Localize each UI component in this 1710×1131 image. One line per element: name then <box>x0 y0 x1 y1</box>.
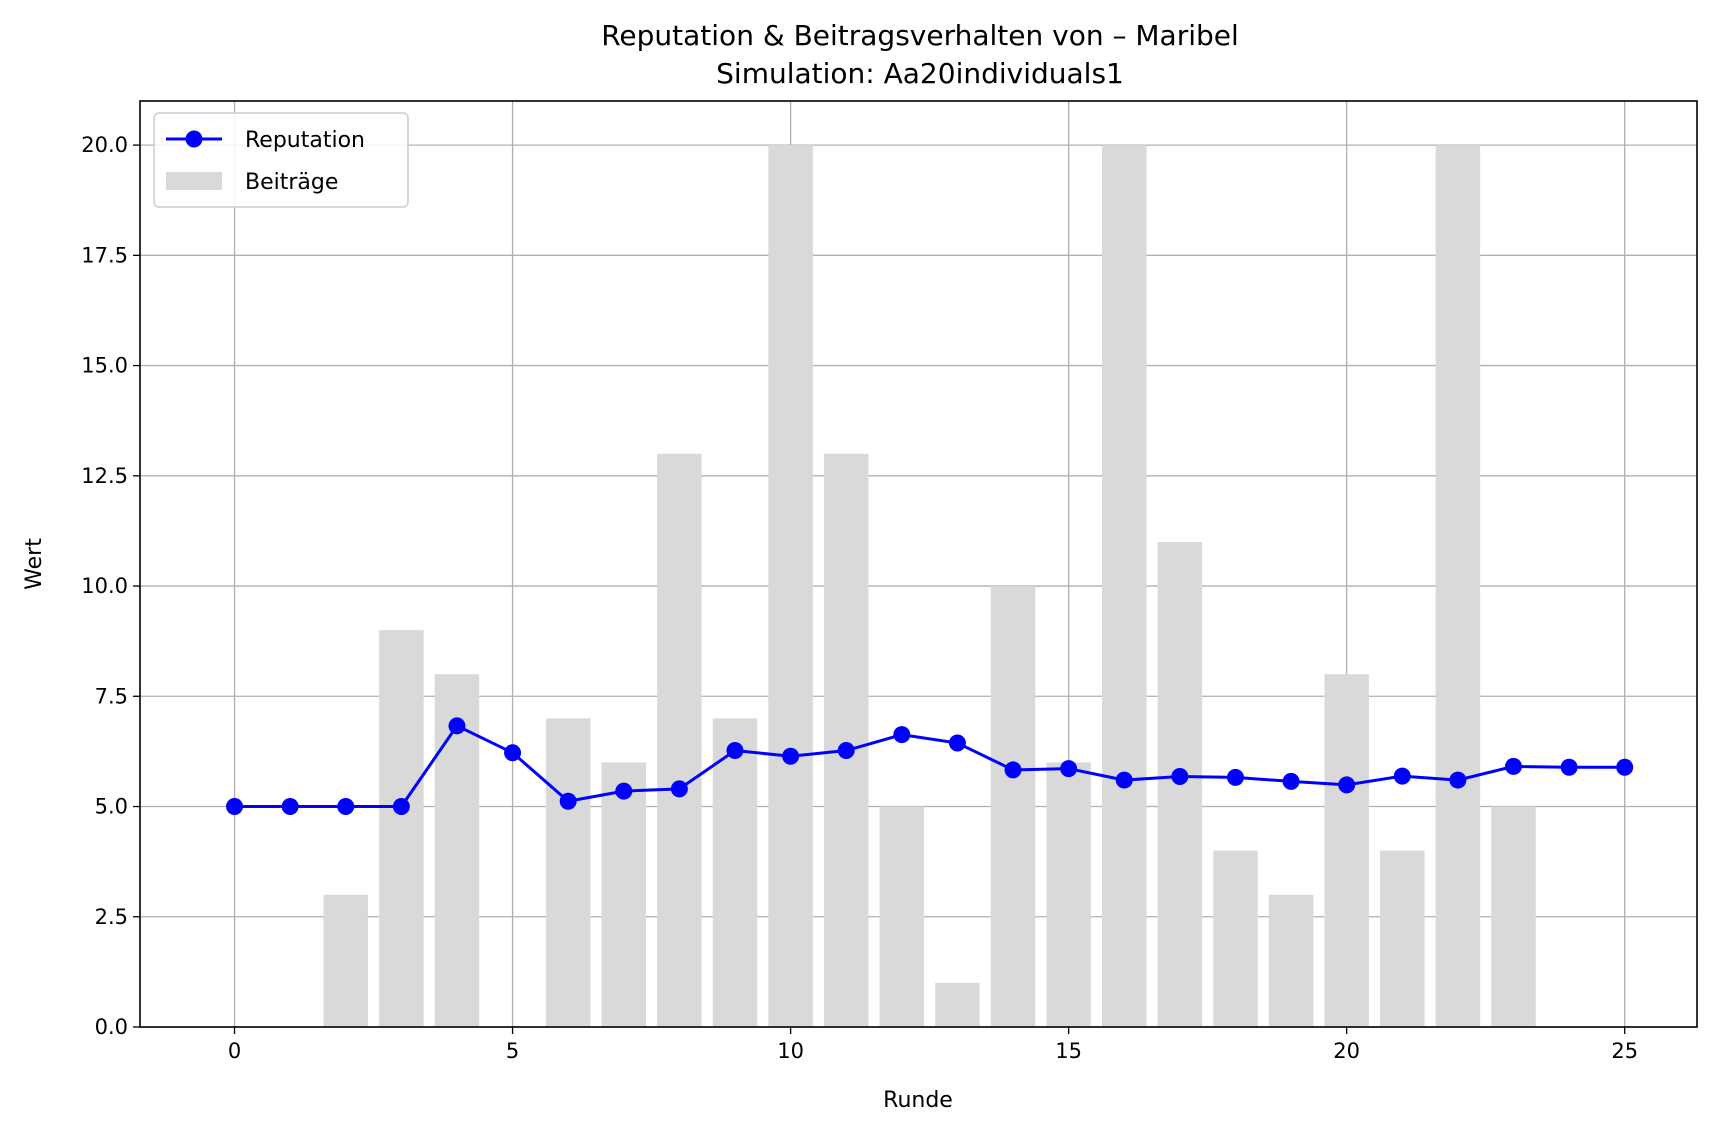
reputation-point <box>1115 771 1133 789</box>
reputation-point <box>1171 768 1189 786</box>
line-series-reputation <box>226 717 1634 816</box>
y-tick-label: 0.0 <box>95 1015 128 1039</box>
bar <box>1213 850 1258 1027</box>
x-axis-label: Runde <box>883 1088 953 1113</box>
chart-subtitle: Simulation: Aa20individuals1 <box>716 57 1124 90</box>
y-tick-label: 17.5 <box>81 243 128 267</box>
reputation-point <box>1393 767 1411 785</box>
reputation-point <box>504 744 522 762</box>
reputation-point <box>615 782 633 800</box>
bar <box>379 630 424 1027</box>
plot-frame <box>139 100 1698 1028</box>
y-tick-label: 15.0 <box>81 354 128 378</box>
y-axis-ticks: 0.0 2.5 5.0 7.5 10.0 12.5 15.0 17.5 20.0 <box>81 133 140 1039</box>
reputation-point <box>948 734 966 752</box>
reputation-point <box>1449 771 1467 789</box>
bar <box>1491 806 1536 1027</box>
reputation-point <box>226 798 244 816</box>
bar <box>823 453 869 1027</box>
bar <box>768 145 813 1028</box>
y-tick-label: 5.0 <box>95 795 128 819</box>
reputation-point <box>1338 776 1356 794</box>
y-tick-label: 12.5 <box>81 464 128 488</box>
bar <box>712 718 758 1027</box>
legend-label-beitraege: Beiträge <box>245 170 338 195</box>
y-tick-label: 2.5 <box>95 905 128 929</box>
reputation-point <box>1060 760 1078 778</box>
bar <box>879 806 925 1027</box>
reputation-point <box>337 798 355 816</box>
bar <box>990 586 1036 1027</box>
legend-label-reputation: Reputation <box>245 128 365 153</box>
legend-marker-swatch <box>185 130 203 148</box>
reputation-point <box>670 780 688 798</box>
x-tick-label: 20 <box>1333 1039 1360 1063</box>
reputation-point <box>1504 757 1522 775</box>
reputation-point <box>1226 768 1244 786</box>
reputation-point <box>1282 772 1300 790</box>
reputation-point <box>782 747 800 765</box>
bar <box>545 718 591 1027</box>
reputation-point <box>559 792 577 810</box>
y-axis-label: Wert <box>22 538 47 590</box>
legend-bar-swatch <box>166 172 222 190</box>
reputation-point <box>1560 758 1578 776</box>
bar <box>1380 850 1425 1027</box>
y-tick-label: 7.5 <box>95 684 128 708</box>
y-tick-label: 20.0 <box>81 133 128 157</box>
x-axis-ticks: 0 5 10 15 20 25 <box>228 1027 1638 1063</box>
reputation-point <box>392 798 410 816</box>
reputation-line <box>234 723 1625 809</box>
legend: Reputation Beiträge <box>153 112 409 208</box>
x-tick-label: 15 <box>1055 1039 1082 1063</box>
bar <box>1435 145 1481 1028</box>
chart-title: Reputation & Beitragsverhalten von – Mar… <box>601 19 1239 52</box>
bar <box>935 982 980 1027</box>
bar <box>601 762 647 1027</box>
bar <box>657 453 702 1027</box>
bar <box>1324 674 1369 1027</box>
x-tick-label: 5 <box>506 1039 519 1063</box>
reputation-point <box>893 726 911 744</box>
reputation-point <box>726 742 744 760</box>
reputation-point <box>1616 758 1634 776</box>
reputation-point <box>281 798 299 816</box>
y-tick-label: 10.0 <box>81 574 128 598</box>
x-tick-label: 25 <box>1611 1039 1638 1063</box>
bar <box>1102 145 1147 1028</box>
reputation-point <box>448 717 466 735</box>
bar <box>1046 762 1091 1027</box>
bar <box>1268 894 1314 1027</box>
reputation-point <box>1004 761 1022 779</box>
reputation-point <box>837 742 855 760</box>
x-tick-label: 0 <box>228 1039 241 1063</box>
bar-series-beitraege <box>323 145 1536 1028</box>
bar <box>323 894 368 1027</box>
x-tick-label: 10 <box>777 1039 804 1063</box>
